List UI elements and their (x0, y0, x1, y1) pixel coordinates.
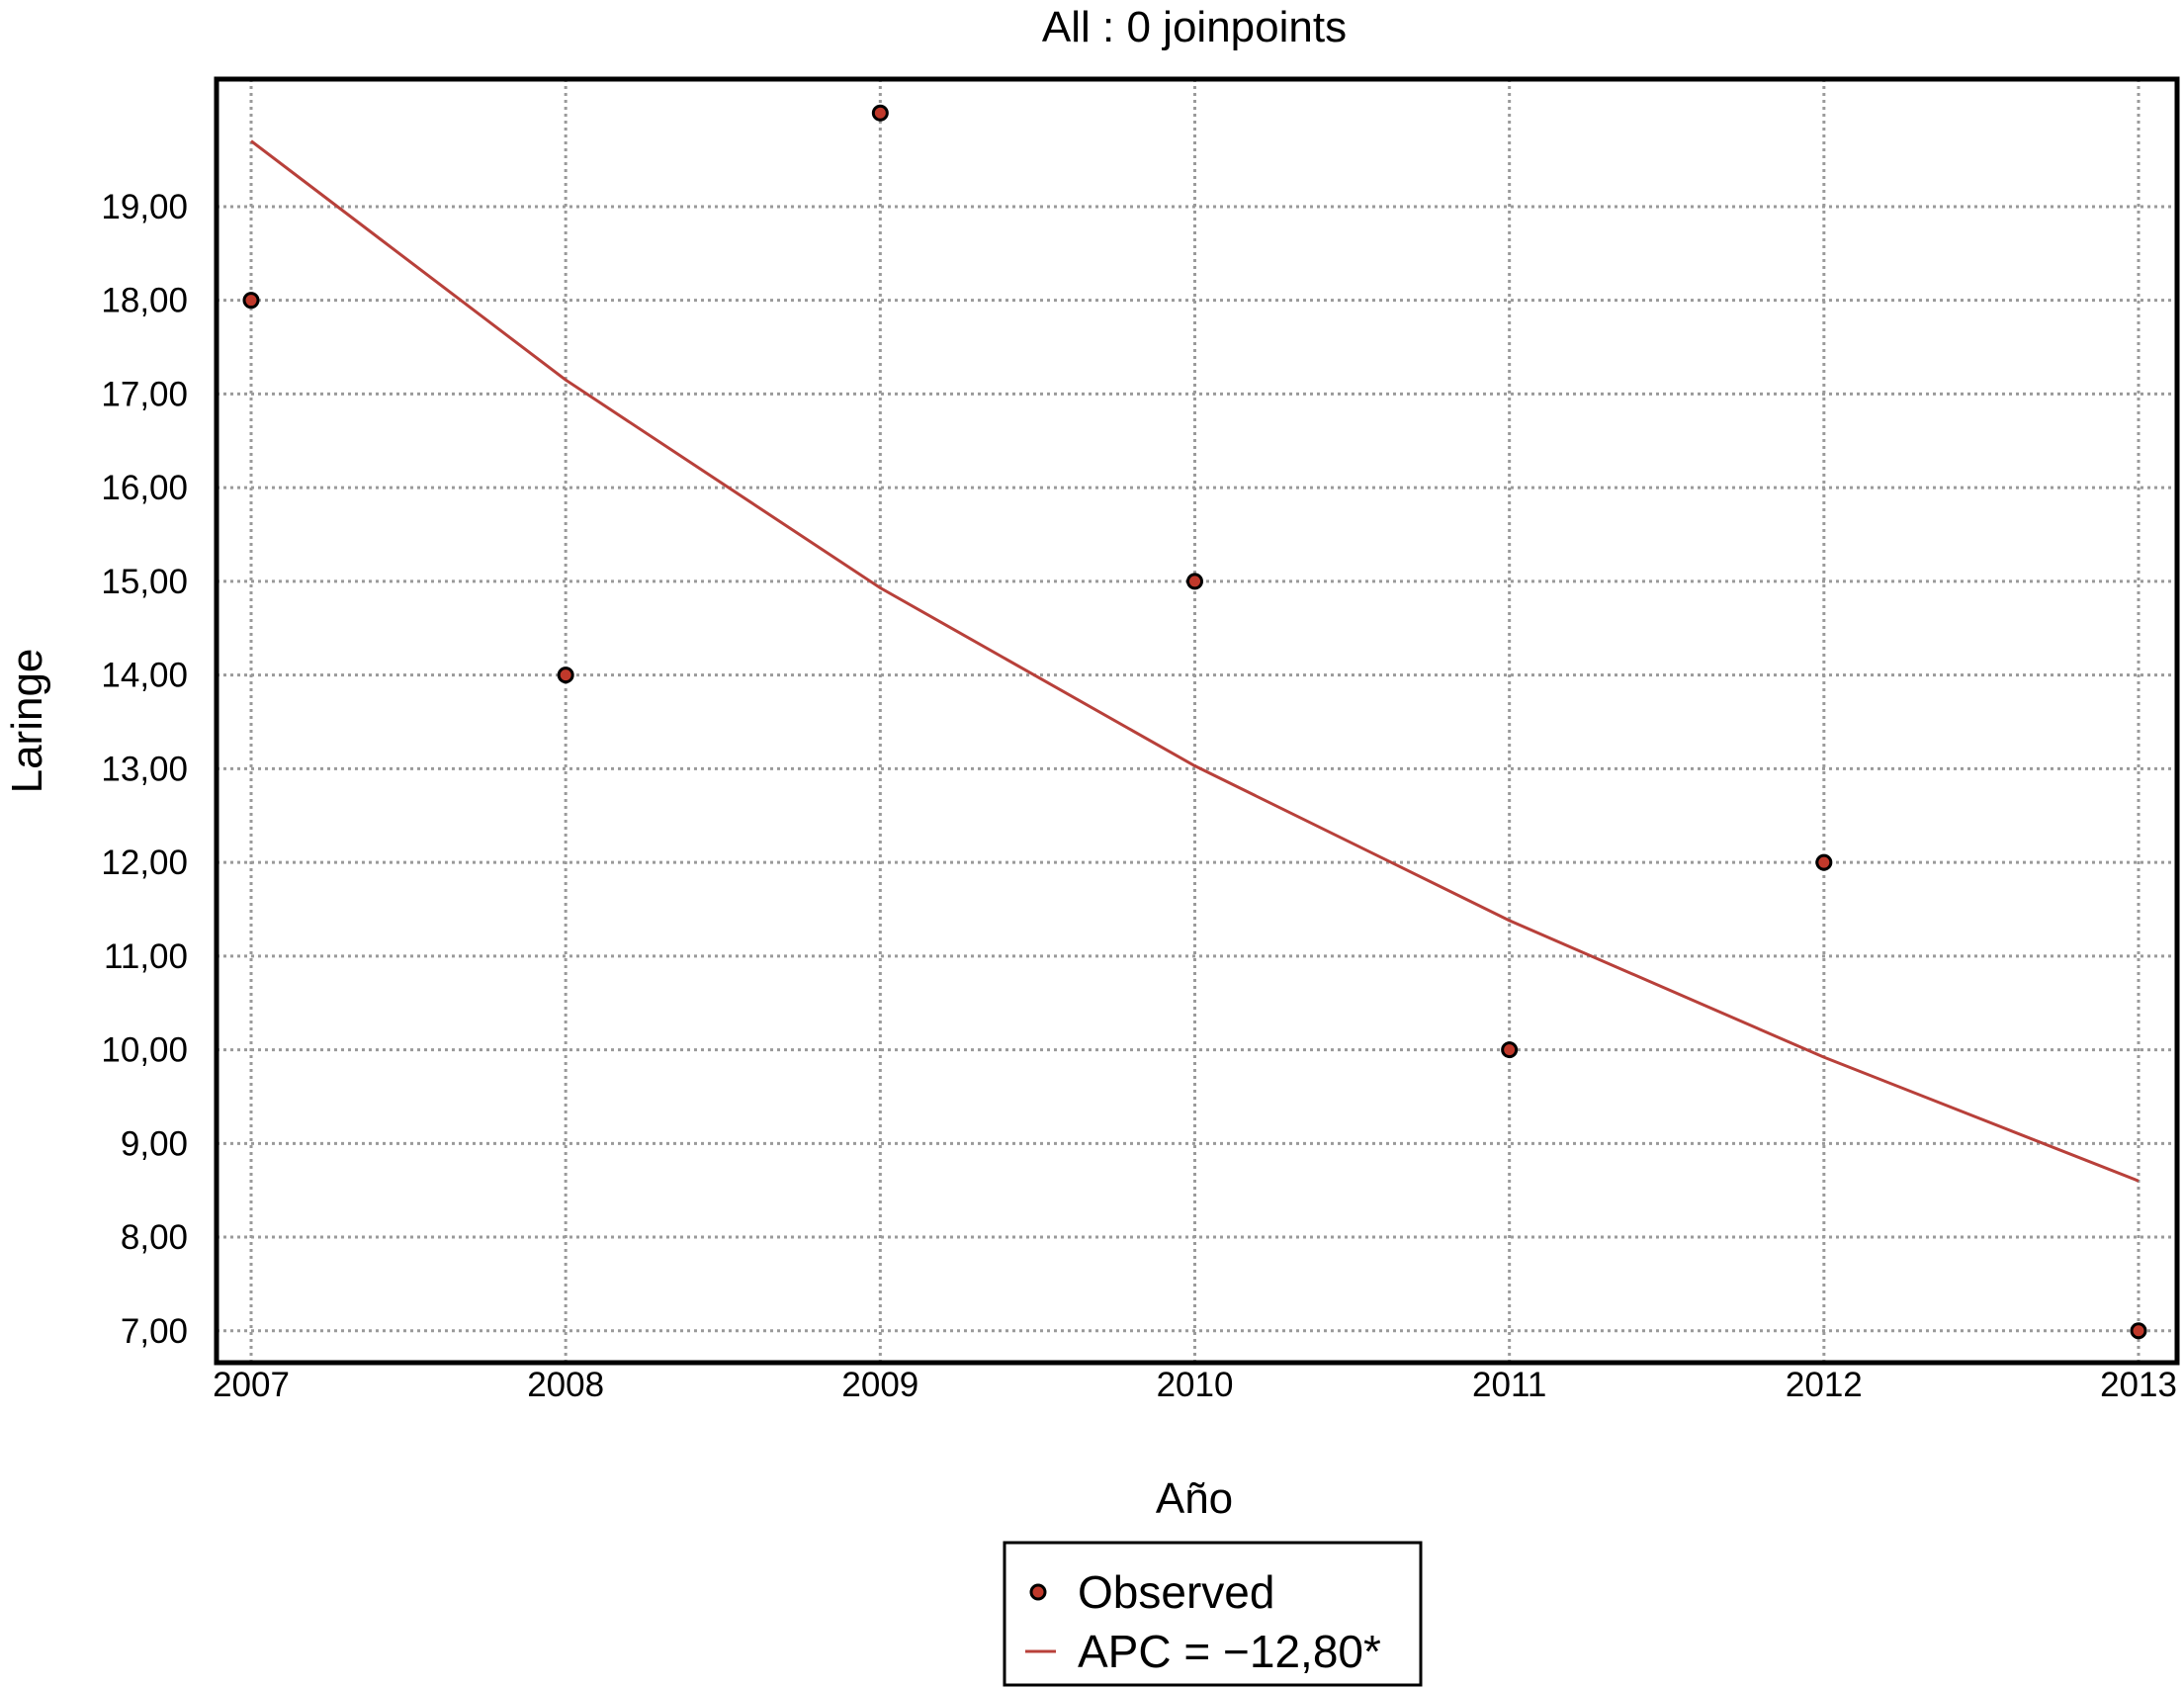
y-tick-label: 15,00 (101, 563, 188, 601)
line-layer (250, 139, 2140, 1183)
legend-observed-marker (1029, 1583, 1047, 1601)
x-tick-labels: 2007 2008 2009 2010 2011 2012 2013 (213, 1366, 2177, 1404)
y-axis-label: Laringe (3, 649, 51, 794)
legend-observed-label: Observed (1078, 1566, 1274, 1618)
y-tick-label: 10,00 (101, 1031, 188, 1070)
y-tick-label: 12,00 (101, 844, 188, 882)
x-tick-label: 2010 (1157, 1366, 1234, 1404)
y-tick-label: 17,00 (101, 375, 188, 413)
x-tick-label: 2012 (1786, 1366, 1863, 1404)
y-tick-labels: 7,00 8,00 9,00 10,00 11,00 12,00 13,00 14,00 15,… (101, 188, 188, 1351)
legend: Observed APC = −12,80* (1003, 1541, 1423, 1687)
x-tick-label: 2008 (527, 1366, 604, 1404)
observed-point (1815, 853, 1833, 871)
y-tick-label: 16,00 (101, 469, 188, 507)
y-tick-label: 14,00 (101, 657, 188, 695)
observed-point (1186, 573, 1203, 590)
observed-point (2130, 1322, 2147, 1340)
point-layer (242, 104, 2147, 1340)
observed-point (242, 292, 260, 310)
observed-point (557, 666, 574, 684)
y-tick-label: 13,00 (101, 750, 188, 788)
x-tick-label: 2009 (841, 1366, 918, 1404)
grid-layer (217, 79, 2177, 1363)
y-tick-label: 18,00 (101, 282, 188, 320)
y-tick-label: 8,00 (121, 1218, 188, 1257)
apc-fit-line (250, 139, 2140, 1183)
y-tick-label: 19,00 (101, 188, 188, 226)
y-tick-label: 11,00 (104, 937, 188, 976)
legend-apc-label: APC = −12,80* (1078, 1626, 1381, 1677)
x-tick-label: 2011 (1472, 1366, 1546, 1404)
chart-title: All : 0 joinpoints (1042, 3, 1347, 51)
legend-box (1003, 1541, 1423, 1687)
x-tick-label: 2013 (2100, 1366, 2177, 1404)
y-tick-label: 9,00 (121, 1124, 188, 1163)
observed-point (871, 104, 889, 122)
x-tick-label: 2007 (213, 1366, 290, 1404)
y-tick-label: 7,00 (121, 1312, 188, 1351)
x-axis-label: Año (1156, 1474, 1233, 1523)
plot-frame (214, 76, 2180, 1366)
observed-point (1501, 1041, 1519, 1059)
